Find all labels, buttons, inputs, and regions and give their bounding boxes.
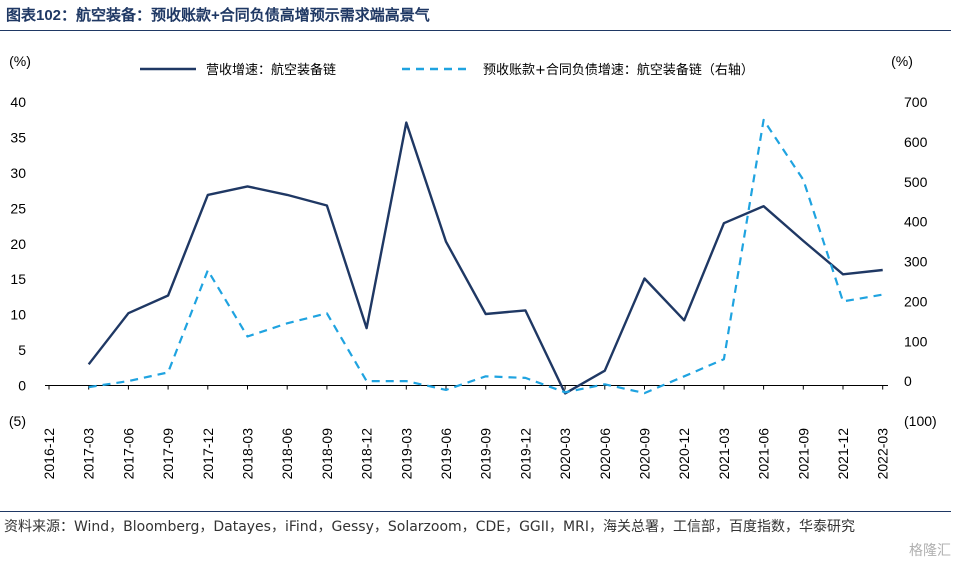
x-tick-label: 2019-03 [398,428,414,480]
right-tick-label: 500 [904,174,928,190]
series-layer [87,118,883,395]
legend-label-1: 营收增速：航空装备链 [206,62,336,78]
left-tick-label: (5) [9,413,26,429]
x-tick-label: 2017-06 [120,428,136,480]
x-tick-label: 2018-12 [359,428,375,480]
left-tick-label: 20 [10,236,26,252]
x-tick-label: 2020-12 [676,428,692,480]
right-tick-label: 300 [904,254,928,270]
left-axis: (%) 40 35 30 25 20 15 10 5 0 (5) [9,53,31,429]
line-chart: (%) 40 35 30 25 20 15 10 5 0 (5) (%) 700 600 500 400 30… [9,53,937,480]
left-tick-label: 25 [10,200,26,216]
left-axis-unit: (%) [9,53,31,69]
right-axis-unit: (%) [891,53,913,69]
right-tick-label: 200 [904,293,928,309]
watermark: 格隆汇 [909,543,951,559]
right-tick-label: 700 [904,94,928,110]
right-tick-label: 600 [904,134,928,150]
left-tick-label: 0 [18,378,26,394]
x-tick-label: 2017-03 [81,428,97,480]
right-tick-label: (100) [904,413,937,429]
x-tick-label: 2020-03 [557,428,573,480]
left-tick-label: 5 [18,342,26,358]
x-tick-label: 2020-09 [637,428,653,480]
legend: 营收增速：航空装备链 预收账款+合同负债增速：航空装备链（右轴） [140,62,754,78]
title-divider [0,30,951,31]
right-tick-label: 0 [904,373,912,389]
x-tick-label: 2016-12 [41,428,57,480]
right-tick-label: 100 [904,333,928,349]
left-tick-label: 15 [10,271,26,287]
x-tick-label: 2022-03 [875,428,891,480]
x-tick-label: 2019-12 [517,428,533,480]
x-axis: 2016-12 2017-03 2017-06 2017-09 2017-12 2018-… [41,385,891,480]
x-tick-label: 2018-09 [319,428,335,480]
x-tick-label: 2021-06 [756,428,772,480]
x-tick-label: 2019-06 [438,428,454,480]
left-tick-label: 40 [10,94,26,110]
x-tick-label: 2017-09 [160,428,176,480]
x-tick-label: 2021-12 [835,428,851,480]
legend-label-2: 预收账款+合同负债增速：航空装备链（右轴） [483,62,754,78]
series-line-1 [87,121,883,395]
right-tick-label: 400 [904,214,928,230]
chart-title: 图表102：航空装备：预收账款+合同负债高增预示需求端高景气 [6,7,430,24]
x-tick-label: 2017-12 [200,428,216,480]
x-tick-label: 2018-03 [240,428,256,480]
x-tick-label: 2020-06 [597,428,613,480]
x-tick-label: 2021-09 [795,428,811,480]
source-note: 资料来源：Wind，Bloomberg，Datayes，iFind，Gessy，… [4,519,855,535]
x-tick-label: 2021-03 [716,428,732,480]
left-tick-label: 35 [10,129,26,145]
left-tick-label: 30 [10,165,26,181]
left-tick-label: 10 [10,307,26,323]
source-divider [0,511,951,512]
series-line-2 [88,118,883,395]
x-tick-label: 2018-06 [279,428,295,480]
x-tick-label: 2019-09 [478,428,494,480]
right-axis: (%) 700 600 500 400 300 200 100 0 (100) [891,53,937,429]
